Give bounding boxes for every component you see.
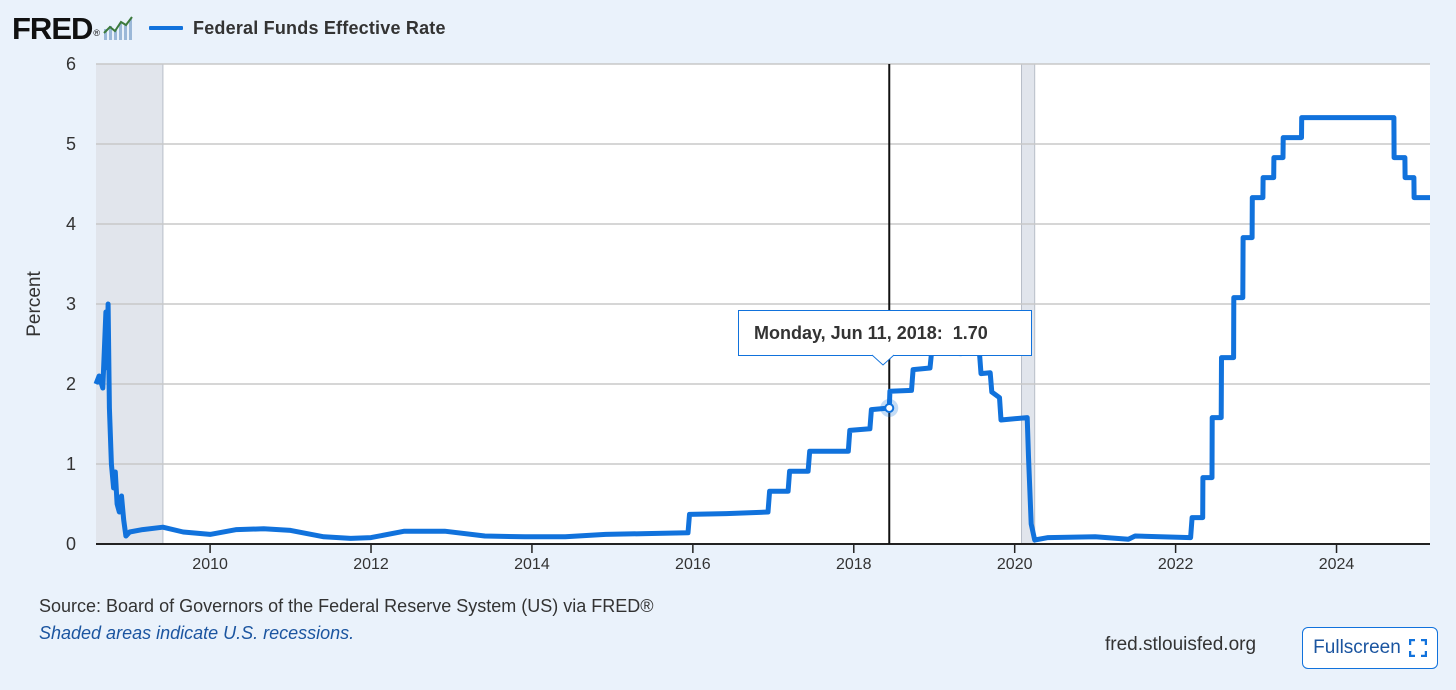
fullscreen-button[interactable]: Fullscreen <box>1302 627 1438 669</box>
fred-logo[interactable]: FRED ® <box>12 13 133 44</box>
y-tick-label: 0 <box>66 534 76 554</box>
chart-legend: Federal Funds Effective Rate <box>149 18 446 39</box>
fullscreen-label: Fullscreen <box>1313 637 1401 658</box>
line-chart[interactable]: 0 1 2 3 4 5 6 2010 2012 2014 2016 2018 2020 2022 2024… <box>0 0 1456 590</box>
tooltip-value: 1.70 <box>952 322 988 343</box>
x-axis-ticks: 2010 2012 2014 2016 2018 2020 2022 2024 <box>192 544 1354 573</box>
legend-label: Federal Funds Effective Rate <box>193 17 446 38</box>
y-tick-label: 5 <box>66 134 76 154</box>
highlight-point[interactable] <box>884 403 895 413</box>
grid-lines <box>96 63 1430 465</box>
line-chart-icon <box>103 16 133 40</box>
recession-note[interactable]: Shaded areas indicate U.S. recessions. <box>39 623 355 643</box>
x-tick-label: 2022 <box>1158 556 1194 573</box>
y-tick-label: 6 <box>66 54 76 74</box>
y-tick-label: 2 <box>66 374 76 394</box>
chart-header: FRED ® Federal Funds Effective Rate <box>12 8 446 48</box>
registered-mark: ® <box>93 27 101 38</box>
x-tick-label: 2020 <box>997 556 1033 573</box>
x-tick-label: 2016 <box>675 556 711 573</box>
x-tick-label: 2010 <box>192 556 228 573</box>
source-note: Source: Board of Governors of the Federa… <box>39 596 654 616</box>
y-tick-label: 4 <box>66 214 76 234</box>
fullscreen-icon <box>1408 639 1427 657</box>
x-tick-label: 2012 <box>353 556 389 573</box>
x-tick-label: 2014 <box>514 556 550 573</box>
y-axis-label: Percent <box>24 271 45 337</box>
site-url[interactable]: fred.stlouisfed.org <box>1105 634 1257 655</box>
x-tick-label: 2024 <box>1319 556 1355 573</box>
y-tick-label: 3 <box>66 294 76 314</box>
x-tick-label: 2018 <box>836 556 872 573</box>
y-axis-ticks: 0 1 2 3 4 5 6 <box>66 54 76 554</box>
tooltip-pointer <box>872 354 894 366</box>
fred-wordmark: FRED <box>12 10 93 46</box>
series-line-federal-funds-rate <box>93 115 1430 543</box>
y-tick-label: 1 <box>66 454 76 474</box>
legend-swatch <box>149 26 184 30</box>
tooltip-date: Monday, Jun 11, 2018: <box>754 322 943 343</box>
data-tooltip: Monday, Jun 11, 2018: 1.70 <box>738 310 1032 356</box>
